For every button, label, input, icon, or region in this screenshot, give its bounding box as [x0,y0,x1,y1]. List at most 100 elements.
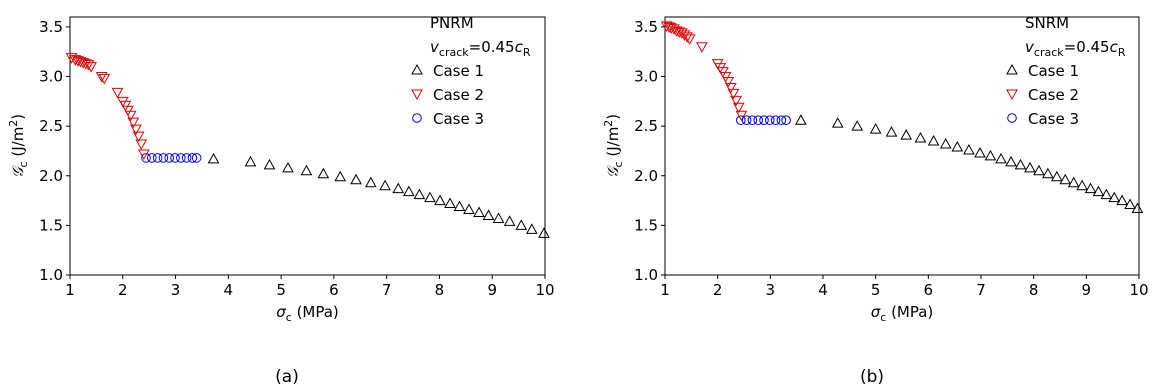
data-point [730,95,742,107]
data-point [974,146,986,158]
data-point [170,153,180,163]
y-tick-label: 2.0 [39,167,63,185]
data-point [127,117,140,129]
y-axis-symbol: 𝒢 [604,165,622,178]
data-point [176,153,186,163]
data-point [334,170,347,182]
data-point [515,219,528,230]
data-point [736,115,746,125]
wave-speed-subscript: R [523,46,531,59]
data-point [795,114,807,125]
y-axis-subscript: c [612,161,625,167]
y-tick-label: 3.0 [39,68,63,86]
model-annotation: SNRM [1025,14,1069,32]
x-axis-symbol: σ [871,303,881,321]
panel-label: (b) [860,367,884,387]
data-point [317,167,330,179]
legend-label: Case 3 [433,110,484,128]
data-point [191,153,202,163]
y-axis-subscript: c [17,161,30,167]
data-point [869,123,882,134]
y-tick-label: 3.5 [39,18,63,36]
data-point [1067,176,1080,188]
x-tick-label: 8 [435,281,445,299]
data-point [434,194,446,206]
x-tick-label: 5 [276,281,286,299]
wave-speed-subscript: R [1118,46,1126,59]
data-point [670,26,683,37]
x-tick-label: 6 [329,281,339,299]
data-point [696,42,708,53]
y-axis-unit-close: ) [604,114,622,120]
data-point [132,131,145,143]
data-point [402,185,415,197]
data-point [885,126,898,137]
legend-marker [1007,113,1017,123]
data-point [164,153,175,163]
x-axis-unit: (MPa) [292,303,339,321]
legend-label: Case 1 [433,62,484,80]
x-tick-label: 3 [171,281,181,299]
legend-marker [411,63,423,75]
x-axis-unit: (MPa) [886,303,933,321]
data-point [538,227,550,238]
chart-panel-b: 1 2 3 4 5 6 7 8 9 101.01.52.02.53.03.5σc (MPa)𝒢c … [602,14,1149,387]
data-point [1108,191,1121,203]
series-case-1 [795,114,1144,214]
panel-label: (a) [275,367,299,387]
data-point [187,153,198,163]
velocity-symbol: v [1025,38,1035,56]
x-tick-label: 8 [1029,281,1039,299]
data-point [1024,161,1036,173]
data-point [74,57,87,68]
data-point [851,120,864,131]
x-tick-label: 9 [1082,281,1092,299]
y-tick-label: 2.0 [634,167,658,185]
data-point [525,223,538,234]
legend-label: Case 3 [1028,110,1079,128]
data-point [1131,202,1144,214]
series-case-3 [736,115,791,125]
x-axis-subscript: c [286,311,292,324]
data-point [463,203,475,215]
data-point [831,117,844,128]
data-point [453,200,466,212]
legend: Case 1 Case 2 Case 3 [411,62,484,128]
data-point [158,153,169,163]
y-axis-unit-superscript: 2 [7,120,20,127]
data-point [444,197,456,209]
data-point [951,140,964,152]
x-tick-label: 1 [65,281,75,299]
data-point [181,153,192,163]
wave-speed-symbol: c [1110,38,1119,56]
x-tick-label: 4 [818,281,828,299]
x-axis-label: σc (MPa) [871,303,934,324]
data-point [392,182,405,194]
data-point [82,60,95,71]
data-point [963,143,975,155]
data-point [72,56,84,67]
y-axis-label: 𝒢c (J/m2) [7,114,30,178]
x-axis-subscript: c [880,311,886,324]
y-tick-label: 2.5 [39,117,63,135]
data-point [995,152,1007,164]
data-point [263,158,276,170]
data-point [1014,158,1027,170]
legend-marker [1006,63,1018,75]
data-point [770,115,781,125]
y-tick-label: 1.0 [39,266,63,284]
x-tick-label: 2 [118,281,128,299]
data-point [1042,167,1054,179]
data-point [492,212,505,223]
x-tick-label: 1 [660,281,670,299]
legend: Case 1 Case 2 Case 3 [1006,62,1079,128]
data-point [85,62,97,73]
data-point [914,132,927,143]
data-point [124,110,137,122]
data-point [660,21,673,32]
data-point [79,59,92,70]
y-tick-label: 3.0 [634,68,658,86]
y-axis-unit: (J/m [9,127,27,162]
legend-marker [412,113,422,123]
x-tick-label: 3 [766,281,776,299]
